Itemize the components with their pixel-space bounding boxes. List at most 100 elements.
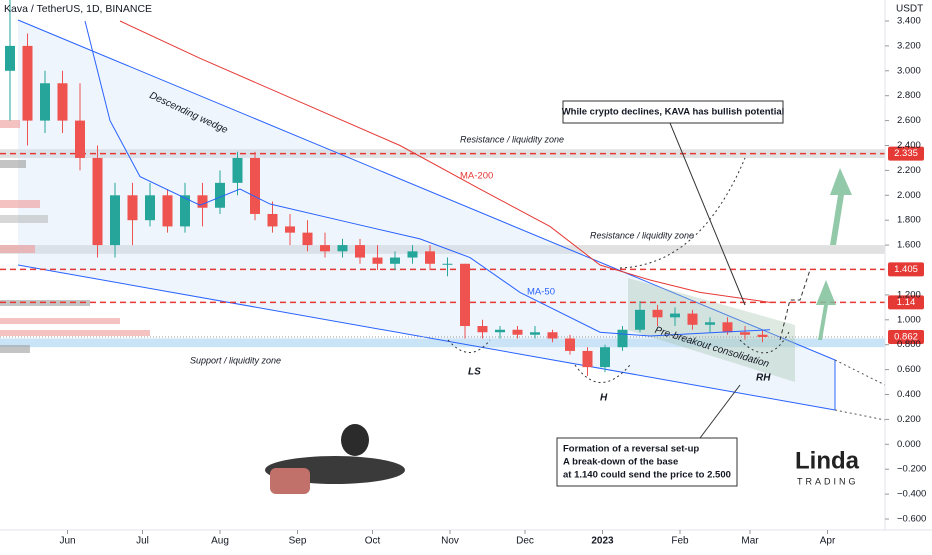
candle-body bbox=[250, 157, 260, 214]
candle-body bbox=[127, 195, 138, 221]
candle-body bbox=[460, 263, 470, 327]
candle-body bbox=[687, 313, 698, 325]
x-tick-label: Jun bbox=[59, 536, 75, 547]
y-tick-label: 2.400 bbox=[897, 140, 921, 151]
ma-line bbox=[84, 20, 771, 337]
setup-text: Formation of a reversal set-up bbox=[563, 444, 699, 455]
candle-body bbox=[215, 182, 225, 208]
candle-body bbox=[477, 326, 488, 333]
price-tag bbox=[888, 146, 924, 161]
candle-body bbox=[267, 213, 278, 227]
candle-body bbox=[757, 334, 768, 337]
projection bbox=[619, 157, 746, 269]
y-axis-label: USDT bbox=[896, 4, 923, 15]
y-tick-label: 0.600 bbox=[897, 364, 921, 375]
candle-body bbox=[652, 309, 663, 318]
setup-text: at 1.140 could send the price to 2.500 bbox=[563, 470, 731, 481]
y-tick-label: 1.600 bbox=[897, 240, 921, 251]
y-tick-label: 2.800 bbox=[897, 90, 921, 101]
zone bbox=[0, 245, 885, 254]
y-tick-label: 3.200 bbox=[897, 40, 921, 51]
x-tick-label: Nov bbox=[441, 536, 459, 547]
zone bbox=[0, 338, 885, 348]
ma-label: MA-200 bbox=[460, 171, 493, 182]
zone-label: Resistance / liquidity zone bbox=[460, 135, 564, 145]
candle-body bbox=[92, 157, 103, 246]
candle-body bbox=[232, 157, 243, 183]
h-label: H bbox=[600, 393, 608, 404]
zone-label: Resistance / liquidity zone bbox=[590, 230, 694, 240]
candle-body bbox=[40, 83, 50, 121]
rh-arc bbox=[739, 329, 791, 354]
price-tag-label: 2.335 bbox=[894, 148, 918, 159]
x-tick-label: Dec bbox=[516, 536, 534, 547]
ls-arc bbox=[447, 339, 491, 353]
logo: Linda bbox=[795, 447, 860, 474]
candle-body bbox=[110, 195, 120, 246]
candle-body bbox=[425, 251, 435, 264]
candle-body bbox=[565, 338, 575, 351]
setup-pointer bbox=[699, 384, 741, 439]
x-tick-label: Sep bbox=[289, 536, 307, 547]
candle-body bbox=[197, 195, 208, 208]
arrow bbox=[816, 280, 836, 340]
candle-body bbox=[302, 232, 313, 246]
y-tick-label: 2.000 bbox=[897, 190, 921, 201]
y-tick-label: 1.000 bbox=[897, 314, 921, 325]
candle-body bbox=[617, 329, 628, 348]
candle-body bbox=[442, 263, 453, 265]
candle-body bbox=[407, 251, 418, 258]
rh-label: RH bbox=[756, 373, 771, 384]
wedge-lower bbox=[17, 264, 836, 411]
x-tick-label: Mar bbox=[741, 536, 759, 547]
wedge-ext bbox=[834, 359, 886, 386]
callout-pointer bbox=[669, 122, 746, 306]
candle-body bbox=[512, 329, 523, 335]
y-tick-label: 0.000 bbox=[897, 439, 921, 450]
figure bbox=[265, 424, 405, 494]
candle-body bbox=[390, 257, 400, 264]
callout: While crypto declines, KAVA has bullish … bbox=[562, 107, 785, 118]
candle-body bbox=[600, 347, 610, 368]
y-tick-label: 3.400 bbox=[897, 16, 921, 27]
price-tag-label: 1.14 bbox=[897, 297, 916, 308]
y-tick-label: −0.600 bbox=[897, 514, 926, 525]
candle-body bbox=[355, 245, 365, 258]
x-tick-label: 2023 bbox=[591, 536, 614, 547]
candle-body bbox=[57, 83, 68, 121]
price-tag-label: 0.862 bbox=[894, 331, 918, 342]
y-tick-label: 3.000 bbox=[897, 65, 921, 76]
candle-body bbox=[180, 195, 190, 227]
price-tag bbox=[888, 262, 924, 277]
x-tick-label: Jul bbox=[136, 536, 149, 547]
zone-label: Support / liquidity zone bbox=[190, 356, 281, 366]
wedge-upper bbox=[17, 19, 836, 361]
ls-label: LS bbox=[468, 367, 481, 378]
candle-body bbox=[75, 120, 85, 158]
y-tick-label: 0.200 bbox=[897, 414, 921, 425]
x-tick-label: Oct bbox=[365, 536, 381, 547]
candle-body bbox=[337, 245, 348, 252]
chart-title: Kava / TetherUS, 1D, BINANCE bbox=[4, 3, 152, 15]
x-tick-label: Apr bbox=[820, 536, 836, 547]
price-tag bbox=[888, 329, 924, 344]
consolidation-box bbox=[628, 278, 795, 382]
y-tick-label: 0.800 bbox=[897, 339, 921, 350]
candle-body bbox=[547, 332, 558, 339]
y-tick-label: −0.400 bbox=[897, 489, 926, 500]
candle-body bbox=[320, 245, 330, 252]
wedge-fill bbox=[18, 20, 835, 410]
candle-body bbox=[670, 313, 680, 318]
candle-body bbox=[530, 332, 540, 335]
logo-sub: TRADING bbox=[797, 476, 859, 486]
x-tick-label: Aug bbox=[211, 536, 229, 547]
candle-body bbox=[740, 332, 750, 335]
y-tick-label: 2.600 bbox=[897, 115, 921, 126]
candle-body bbox=[705, 322, 715, 325]
price-tag-label: 1.405 bbox=[894, 264, 918, 275]
x-tick-label: Feb bbox=[671, 536, 689, 547]
callout-box bbox=[562, 100, 784, 124]
y-tick-label: 1.200 bbox=[897, 289, 921, 300]
setup-box bbox=[556, 437, 738, 487]
